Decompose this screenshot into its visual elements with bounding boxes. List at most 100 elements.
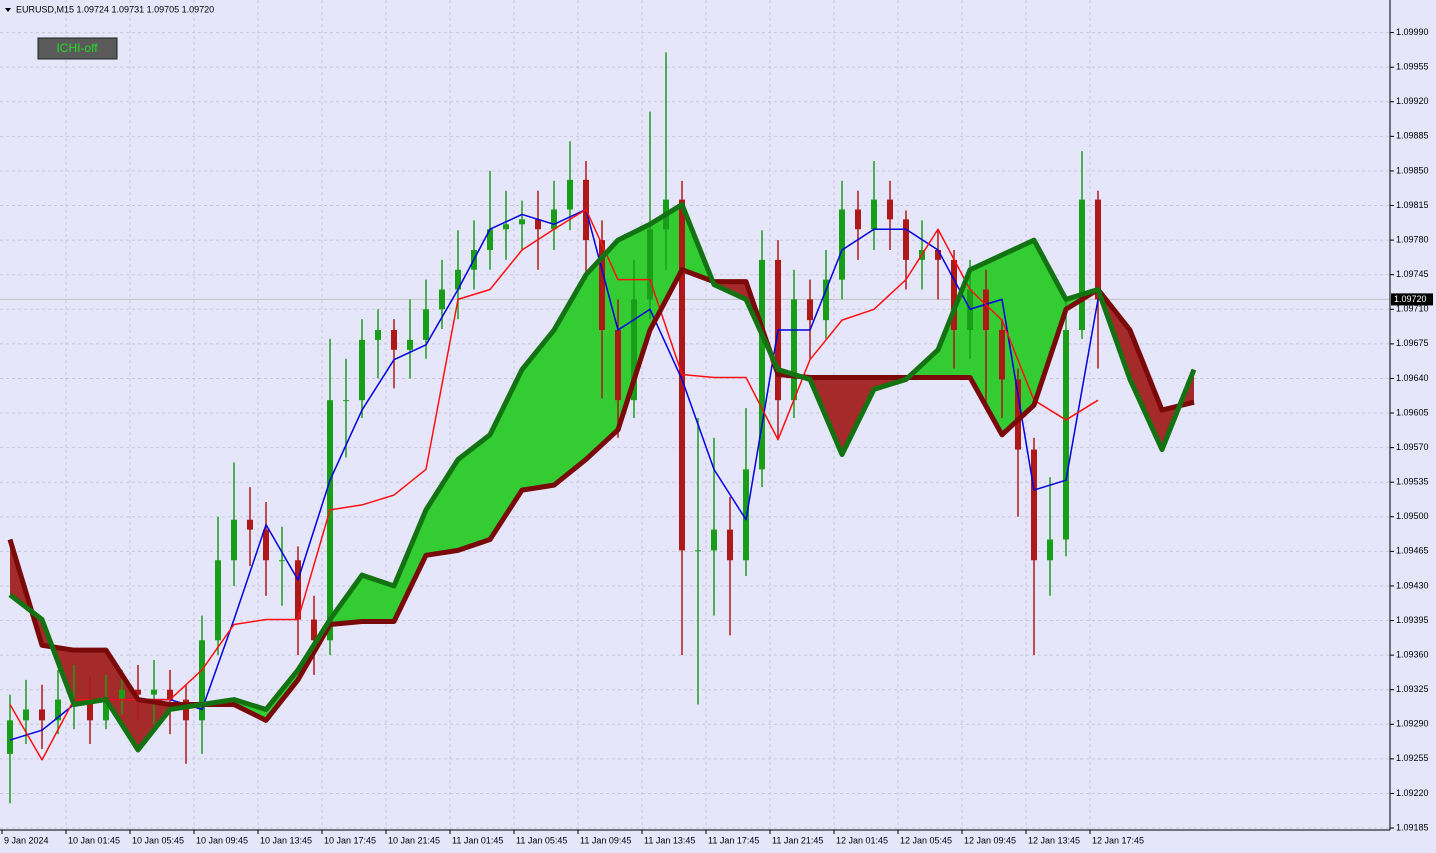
ichi-button[interactable]: ICHI-off xyxy=(37,37,118,60)
cloud-segment xyxy=(394,509,426,622)
candle-body xyxy=(7,720,13,754)
candle-body xyxy=(1031,449,1037,561)
candle-body xyxy=(1063,330,1069,540)
price-box xyxy=(1391,293,1433,306)
candle-body xyxy=(407,339,413,350)
y-tick-label: 1.09815 xyxy=(1396,200,1429,210)
candle-body xyxy=(567,179,573,210)
menu-arrow[interactable] xyxy=(5,8,11,12)
candle-body xyxy=(151,689,157,695)
candle-body xyxy=(119,689,125,700)
y-tick-label: 1.09920 xyxy=(1396,96,1429,106)
y-tick-label: 1.09745 xyxy=(1396,269,1429,279)
candle-body xyxy=(295,560,301,620)
grid xyxy=(0,0,1390,830)
candle-body xyxy=(247,519,253,530)
cloud-segment xyxy=(554,274,586,486)
candle-body xyxy=(279,560,285,562)
candle-body xyxy=(807,299,813,321)
candle-body xyxy=(615,330,621,401)
cloud-segment xyxy=(1002,240,1034,435)
y-tick-label: 1.09640 xyxy=(1396,373,1429,383)
x-tick-label: 12 Jan 05:45 xyxy=(900,835,952,845)
candle-body xyxy=(791,299,797,401)
candle-body xyxy=(535,219,541,230)
candle-body xyxy=(455,269,461,290)
cloud-segment xyxy=(1034,240,1066,406)
candle-body xyxy=(999,330,1005,380)
candle-body xyxy=(311,619,317,641)
x-tick-label: 11 Jan 01:45 xyxy=(452,835,503,845)
candle-body xyxy=(935,249,941,260)
y-tick-label: 1.09570 xyxy=(1396,442,1429,452)
candle-body xyxy=(487,229,493,250)
cloud-segment xyxy=(522,330,554,491)
candle-body xyxy=(519,219,525,225)
x-tick-label: 10 Jan 17:45 xyxy=(324,835,376,845)
candle-body xyxy=(135,689,141,695)
cloud-segment xyxy=(490,369,522,540)
candle-body xyxy=(359,339,365,401)
y-tick-label: 1.09675 xyxy=(1396,338,1429,348)
candle-body xyxy=(631,299,637,401)
button-box[interactable] xyxy=(37,37,118,60)
candle-body xyxy=(903,219,909,260)
x-tick-label: 10 Jan 09:45 xyxy=(196,835,248,845)
button-label[interactable]: ICHI-off xyxy=(56,41,98,55)
y-tick-label: 1.09395 xyxy=(1396,615,1429,625)
y-tick-label: 1.09990 xyxy=(1396,27,1429,37)
candle-body xyxy=(231,519,237,561)
candle-body xyxy=(39,709,45,721)
y-tick-label: 1.09325 xyxy=(1396,684,1429,694)
candle-body xyxy=(215,560,221,641)
candle-body xyxy=(199,640,205,721)
price-label: 1.09720 xyxy=(1394,294,1427,304)
x-tick-label: 10 Jan 01:45 xyxy=(68,835,120,845)
y-tick-label: 1.09360 xyxy=(1396,649,1429,659)
y-tick-label: 1.09465 xyxy=(1396,546,1429,556)
candle-body xyxy=(327,400,333,641)
candle-body xyxy=(887,199,893,220)
y-tick-label: 1.09500 xyxy=(1396,511,1429,521)
candle-body xyxy=(647,229,653,300)
axes: 1.09990 1.09955 1.09920 1.09885 1.09850 1.098… xyxy=(1,27,1433,845)
x-tick-label: 12 Jan 09:45 xyxy=(964,835,1016,845)
plot xyxy=(7,52,1197,804)
candle-body xyxy=(87,699,93,721)
y-tick-label: 1.09605 xyxy=(1396,407,1429,417)
cloud-segment xyxy=(362,575,394,622)
candle-body xyxy=(167,689,173,700)
candle-body xyxy=(759,259,765,470)
y-tick-label: 1.09535 xyxy=(1396,477,1429,487)
cloud-segment xyxy=(458,434,490,551)
candle-body xyxy=(951,259,957,331)
candle-body xyxy=(503,224,509,230)
candle-body xyxy=(23,709,29,721)
x-tick-label: 12 Jan 01:45 xyxy=(836,835,888,845)
x-tick-label: 12 Jan 13:45 xyxy=(1028,835,1080,845)
candle-body xyxy=(423,309,429,340)
x-tick-label: 10 Jan 21:45 xyxy=(388,835,440,845)
candle-body xyxy=(263,529,269,561)
candle-body xyxy=(711,529,717,551)
candle-body xyxy=(183,699,189,721)
x-tick-label: 11 Jan 09:45 xyxy=(580,835,631,845)
y-tick-label: 1.09780 xyxy=(1396,234,1429,244)
y-tick-label: 1.09885 xyxy=(1396,131,1429,141)
x-tick-label: 12 Jan 17:45 xyxy=(1092,835,1144,845)
candle-body xyxy=(839,209,845,280)
x-tick-label: 11 Jan 17:45 xyxy=(708,835,759,845)
y-tick-label: 1.09955 xyxy=(1396,62,1429,72)
candle-body xyxy=(55,699,61,721)
candle-body xyxy=(855,209,861,230)
y-tick-label: 1.09850 xyxy=(1396,165,1429,175)
candle-body xyxy=(103,699,109,721)
indicator-line xyxy=(9,208,1099,761)
x-tick-label: 11 Jan 21:45 xyxy=(772,835,823,845)
x-tick-label: 10 Jan 13:45 xyxy=(260,835,312,845)
x-tick-label: 9 Jan 2024 xyxy=(4,835,49,845)
candle-body xyxy=(551,209,557,230)
candle-body xyxy=(1047,539,1053,561)
